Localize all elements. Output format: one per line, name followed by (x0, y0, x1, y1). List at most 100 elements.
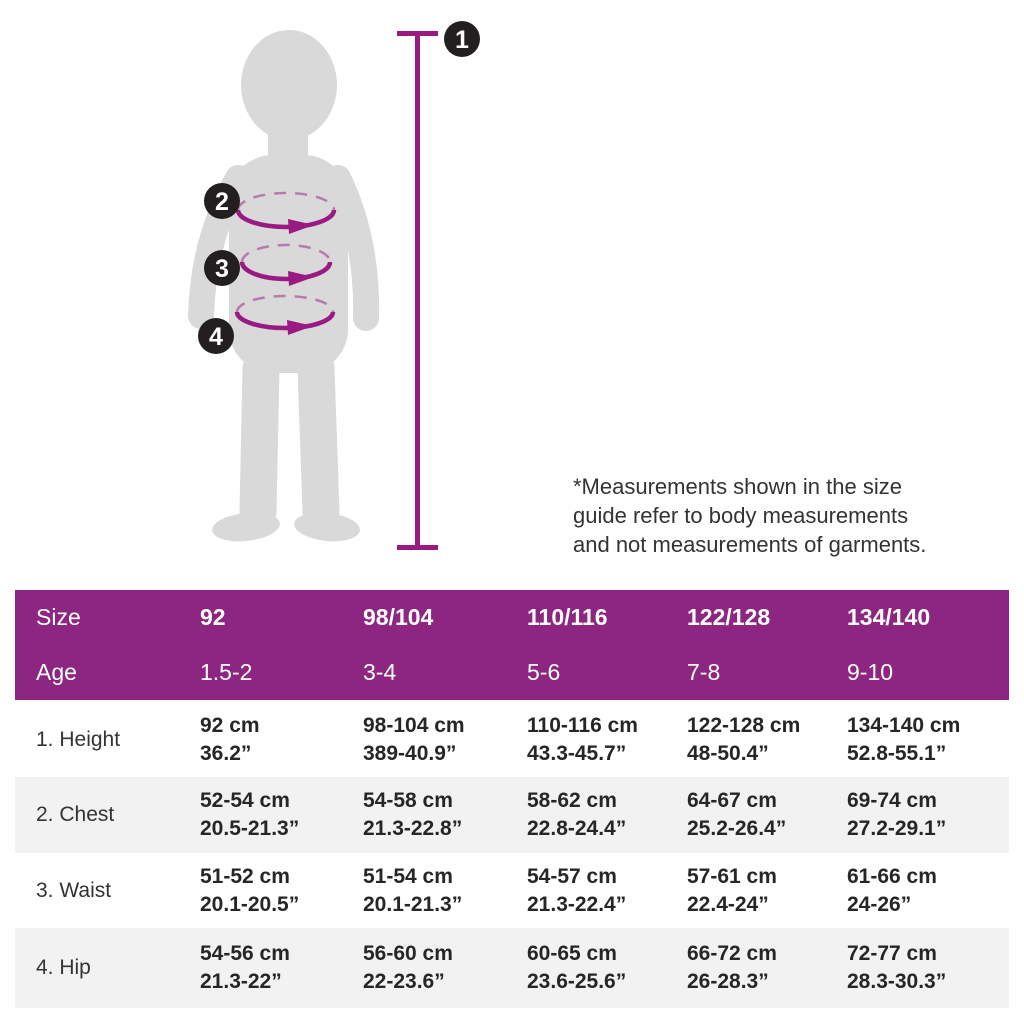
hip-cell-1-cm: 54-56 cm (200, 942, 290, 965)
hip-cell-2-cm: 56-60 cm (363, 942, 453, 965)
hip-cell-1-in: 21.3-22” (200, 970, 282, 993)
table-row-waist: 3. Waist 51-52 cm 20.1-20.5” 51-54 cm 20… (15, 853, 1009, 928)
chest-cell-4-in: 25.2-26.4” (687, 817, 787, 840)
waist-girth-indicator (239, 243, 333, 286)
age-header-label: Age (36, 659, 77, 685)
silhouette-head (241, 30, 337, 140)
hip-cell-1: 54-56 cm 21.3-22” (200, 940, 363, 996)
measurement-disclaimer-note: *Measurements shown in the size guide re… (573, 472, 963, 559)
waist-cell-3-cm: 54-57 cm (527, 864, 617, 888)
chest-marker-number: 2 (215, 188, 229, 216)
hip-cell-5: 72-77 cm 28.3-30.3” (847, 940, 1009, 996)
chest-cell-2-cm: 54-58 cm (363, 789, 453, 812)
hip-cell-4: 66-72 cm 26-28.3” (687, 940, 847, 996)
hip-girth-indicator (234, 294, 336, 335)
chest-cell-1-in: 20.5-21.3” (200, 817, 300, 840)
table-header: Size 92 98/104 110/116 122/128 134/140 A… (15, 590, 1009, 700)
height-cell-1: 92 cm 36.2” (200, 712, 363, 768)
chest-marker-badge (204, 183, 240, 219)
chest-row-label: 2. Chest (36, 803, 115, 826)
disclaimer-line-2: guide refer to body measurements (573, 503, 909, 528)
silhouette-left-leg (239, 349, 280, 531)
waist-cell-3-in: 21.3-22.4” (527, 892, 627, 916)
waist-cell-5-in: 24-26” (847, 892, 912, 916)
chest-cell-4-cm: 64-67 cm (687, 789, 777, 812)
waist-girth-dashed-arc (240, 243, 332, 263)
waist-cell-4-cm: 57-61 cm (687, 864, 777, 888)
age-col-5: 9-10 (847, 659, 894, 685)
chest-girth-dashed-arc (236, 191, 336, 211)
chest-cell-2-in: 21.3-22.8” (363, 817, 463, 840)
silhouette-left-foot (212, 512, 280, 542)
waist-cell-1-in: 20.1-20.5” (200, 892, 300, 916)
height-cell-5: 134-140 cm 52.8-55.1” (847, 712, 1009, 768)
hip-row-label: 4. Hip (36, 956, 91, 979)
size-col-134-140: 134/140 (847, 604, 931, 630)
waist-girth-arrow-icon (288, 271, 314, 286)
silhouette-torso (229, 155, 348, 373)
measurement-diagram: 1 2 3 4 (188, 21, 480, 550)
hip-cell-4-cm: 66-72 cm (687, 942, 777, 965)
hip-girth-dashed-arc (235, 294, 335, 313)
waist-row-label: 3. Waist (36, 878, 112, 902)
marker-badges: 1 2 3 4 (198, 21, 480, 354)
height-cell-4-cm: 122-128 cm (687, 713, 801, 737)
chest-cell-5-cm: 69-74 cm (847, 789, 937, 812)
waist-cell-1: 51-52 cm 20.1-20.5” (200, 863, 363, 919)
waist-cell-4: 57-61 cm 22.4-24” (687, 863, 847, 919)
size-col-98-104: 98/104 (363, 604, 434, 630)
hip-cell-2: 56-60 cm 22-23.6” (363, 940, 527, 996)
hip-cell-3: 60-65 cm 23.6-25.6” (527, 940, 687, 996)
size-col-122-128: 122/128 (687, 604, 771, 630)
hip-cell-3-in: 23.6-25.6” (527, 970, 627, 993)
height-line-bottom-bar (397, 545, 438, 550)
hip-cell-5-in: 28.3-30.3” (847, 970, 947, 993)
height-cell-1-cm: 92 cm (200, 713, 260, 737)
table-row-chest: 2. Chest 52-54 cm 20.5-21.3” 54-58 cm 21… (15, 777, 1009, 853)
child-silhouette-figure (188, 30, 380, 542)
height-cell-1-in: 36.2” (200, 741, 252, 765)
silhouette-right-foot (294, 512, 360, 542)
age-col-1: 1.5-2 (200, 659, 253, 685)
height-cell-2-in: 389-40.9” (363, 741, 457, 765)
size-col-110-116: 110/116 (527, 604, 608, 630)
waist-girth-solid-arc (239, 261, 333, 282)
waist-cell-2-cm: 51-54 cm (363, 864, 453, 888)
chest-cell-5-in: 27.2-29.1” (847, 817, 947, 840)
disclaimer-line-1: *Measurements shown in the size (573, 474, 902, 499)
waist-cell-5-cm: 61-66 cm (847, 864, 937, 888)
height-marker-badge (444, 21, 480, 57)
chest-cell-3-cm: 58-62 cm (527, 789, 617, 812)
height-marker-number: 1 (455, 26, 469, 54)
age-col-3: 5-6 (527, 659, 561, 685)
chest-cell-1: 52-54 cm 20.5-21.3” (200, 787, 363, 843)
hip-girth-arrow-icon (287, 320, 313, 335)
hip-marker-number: 4 (209, 323, 223, 351)
height-cell-4: 122-128 cm 48-50.4” (687, 712, 847, 768)
waist-cell-2-in: 20.1-21.3” (363, 892, 463, 916)
hip-girth-solid-arc (234, 311, 336, 331)
height-cell-5-cm: 134-140 cm (847, 713, 961, 737)
age-col-4: 7-8 (687, 659, 721, 685)
height-line-top-bar (397, 31, 438, 36)
chest-girth-arrow-icon (288, 219, 314, 234)
chest-cell-2: 54-58 cm 21.3-22.8” (363, 787, 527, 843)
hip-cell-3-cm: 60-65 cm (527, 942, 617, 965)
height-cell-4-in: 48-50.4” (687, 741, 769, 765)
height-measure-line (397, 31, 438, 550)
age-col-2: 3-4 (363, 659, 397, 685)
height-cell-3-in: 43.3-45.7” (527, 741, 627, 765)
height-cell-2-cm: 98-104 cm (363, 713, 465, 737)
chest-cell-3: 58-62 cm 22.8-24.4” (527, 787, 687, 843)
hip-marker-badge (198, 318, 234, 354)
hip-cell-5-cm: 72-77 cm (847, 942, 937, 965)
silhouette-right-arm (325, 165, 380, 331)
chest-cell-5: 69-74 cm 27.2-29.1” (847, 787, 1009, 843)
disclaimer-line-3: and not measurements of garments. (573, 532, 927, 557)
chest-cell-3-in: 22.8-24.4” (527, 817, 627, 840)
waist-marker-number: 3 (215, 255, 229, 283)
chest-cell-1-cm: 52-54 cm (200, 789, 290, 812)
height-cell-2: 98-104 cm 389-40.9” (363, 712, 527, 768)
height-cell-3: 110-116 cm 43.3-45.7” (527, 712, 687, 768)
